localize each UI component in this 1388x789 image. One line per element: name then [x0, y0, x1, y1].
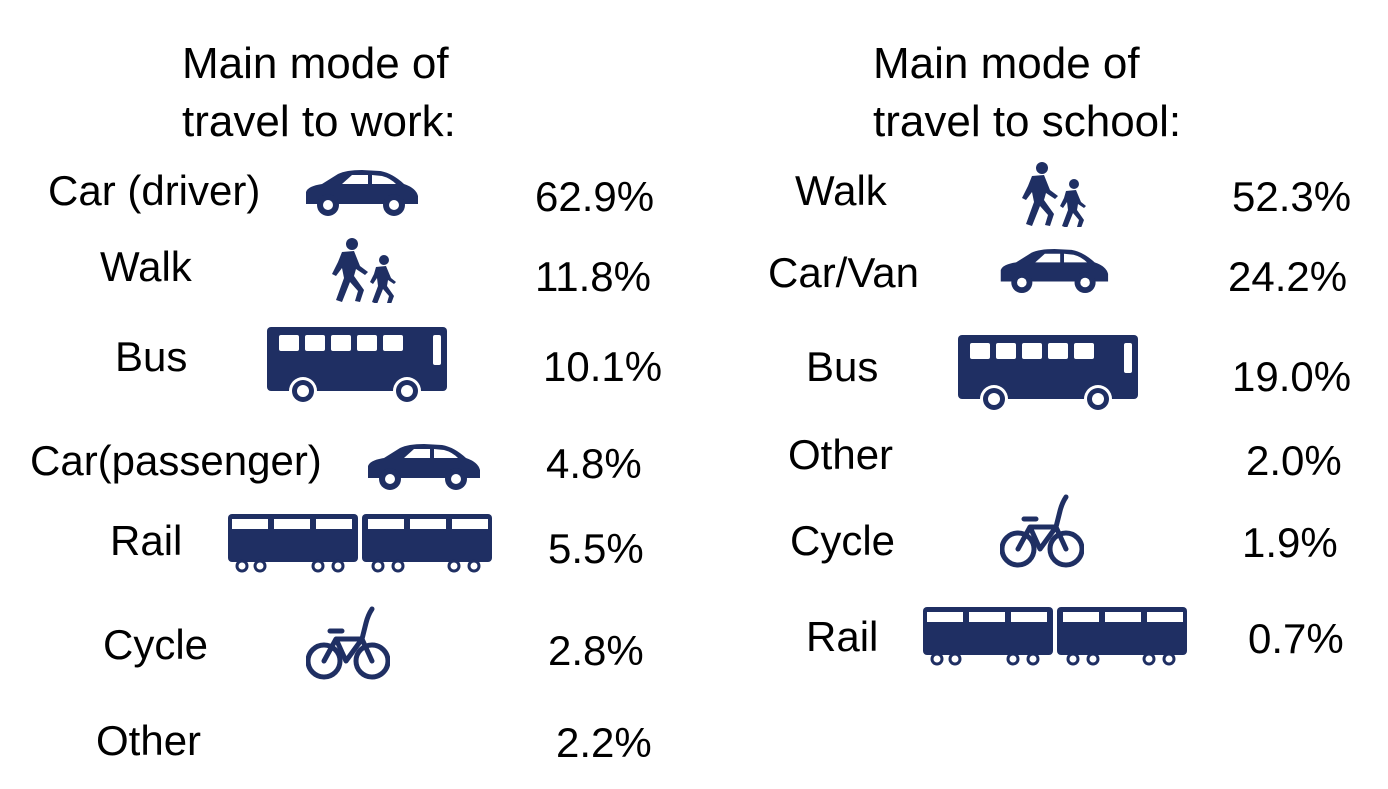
bus-icon — [957, 335, 1139, 415]
work-label-walk: Walk — [100, 243, 192, 290]
bicycle-icon — [1000, 493, 1084, 569]
walking-people-icon — [1020, 162, 1090, 227]
work-label-rail: Rail — [110, 517, 183, 564]
work-label-cycle: Cycle — [103, 621, 209, 668]
work-label-other: Other — [96, 717, 202, 764]
school-value-cycle: 1.9% — [1242, 519, 1338, 566]
car-icon — [300, 168, 420, 218]
school-value-other: 2.0% — [1246, 437, 1342, 484]
school-title-line1: Main mode of — [873, 39, 1140, 88]
school-value-rail: 0.7% — [1248, 615, 1344, 662]
school-value-car-van: 24.2% — [1228, 253, 1348, 300]
work-label-bus: Bus — [115, 333, 188, 380]
school-label-cycle: Cycle — [790, 517, 896, 564]
work-value-car-driver: 62.9% — [535, 173, 655, 220]
train-icon — [923, 607, 1187, 667]
walking-people-icon — [330, 238, 400, 303]
work-value-rail: 5.5% — [548, 525, 644, 572]
bus-icon — [267, 327, 447, 407]
work-value-car-passenger: 4.8% — [546, 440, 642, 487]
school-value-bus: 19.0% — [1232, 353, 1352, 400]
car-icon — [995, 246, 1110, 296]
work-title-line2: travel to work: — [182, 97, 456, 146]
work-value-other: 2.2% — [556, 719, 652, 766]
work-value-cycle: 2.8% — [548, 627, 644, 674]
train-icon — [228, 514, 492, 574]
bicycle-icon — [306, 605, 390, 681]
school-label-other: Other — [788, 431, 894, 478]
car-icon — [362, 442, 482, 492]
work-label-car-passenger: Car(passenger) — [30, 437, 322, 484]
school-value-walk: 52.3% — [1232, 173, 1352, 220]
school-label-rail: Rail — [806, 613, 879, 660]
school-label-bus: Bus — [806, 343, 879, 390]
school-label-car-van: Car/Van — [768, 249, 919, 296]
work-value-bus: 10.1% — [543, 343, 663, 390]
school-label-walk: Walk — [795, 167, 887, 214]
work-label-car-driver: Car (driver) — [48, 167, 261, 214]
work-value-walk: 11.8% — [535, 253, 651, 300]
work-title-line1: Main mode of — [182, 39, 449, 88]
school-title-line2: travel to school: — [873, 97, 1182, 146]
